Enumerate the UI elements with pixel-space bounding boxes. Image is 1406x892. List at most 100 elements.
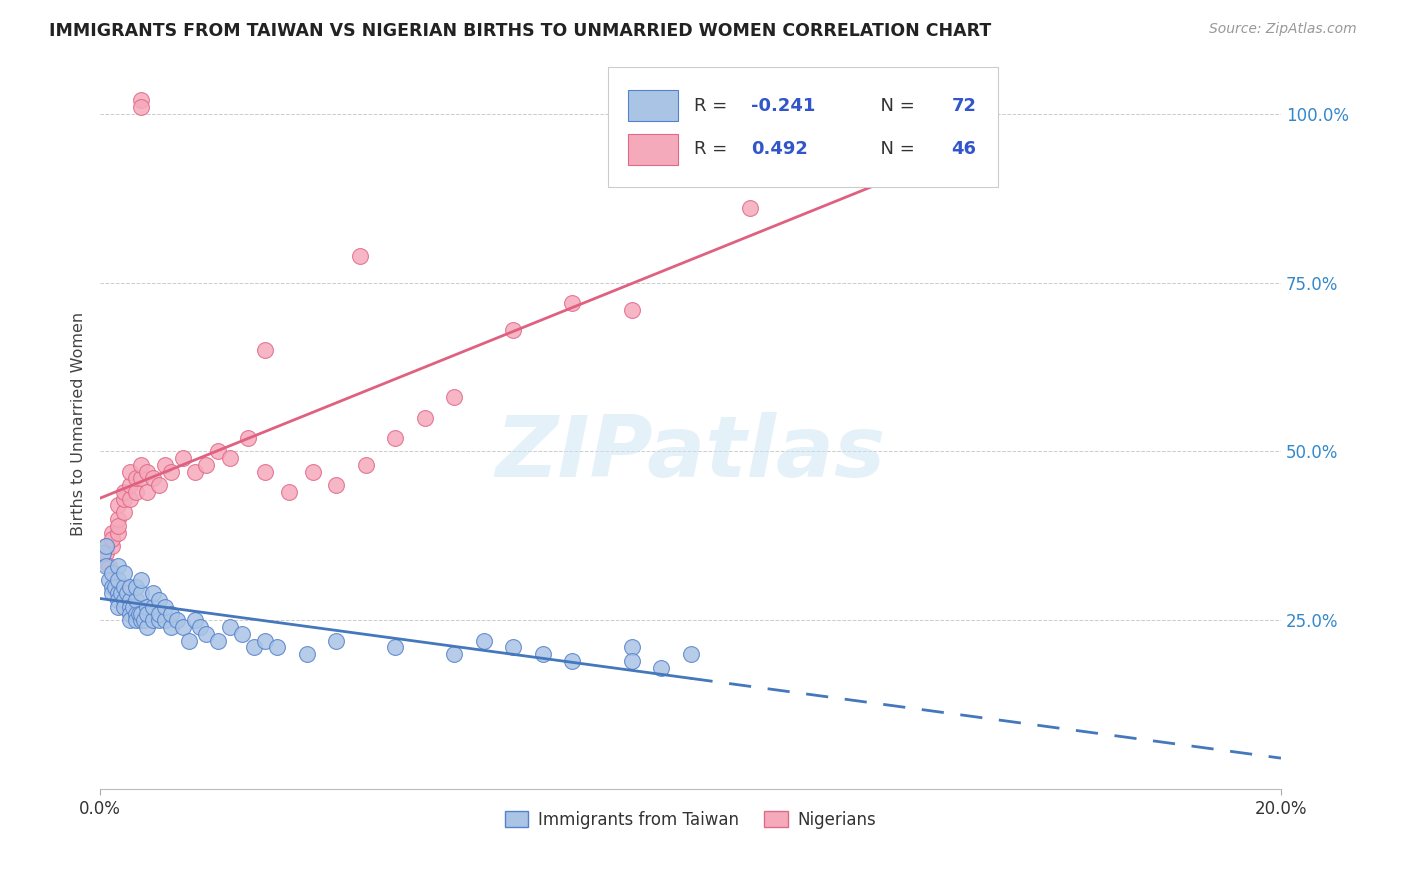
Point: [349, 248, 371, 262]
Point: [118, 478, 141, 492]
Point: [620, 302, 643, 317]
Point: [101, 533, 124, 547]
Point: [354, 458, 377, 472]
Point: [915, 106, 938, 120]
Point: [295, 647, 318, 661]
Point: [172, 620, 194, 634]
Point: [124, 607, 146, 621]
Point: [131, 586, 153, 600]
Point: [278, 485, 301, 500]
Point: [325, 478, 347, 492]
Point: [131, 458, 153, 472]
Point: [160, 607, 183, 621]
Point: [153, 599, 176, 614]
Point: [207, 444, 229, 458]
Point: [107, 599, 129, 614]
Point: [118, 580, 141, 594]
Text: -0.241: -0.241: [751, 96, 815, 114]
Point: [172, 451, 194, 466]
Point: [166, 613, 188, 627]
Bar: [628, 90, 678, 121]
Text: ZIPatlas: ZIPatlas: [495, 412, 886, 495]
Point: [195, 458, 218, 472]
Point: [219, 451, 242, 466]
Point: [101, 525, 124, 540]
Point: [148, 613, 170, 627]
Point: [94, 546, 117, 560]
Point: [131, 607, 153, 621]
Point: [254, 633, 277, 648]
Point: [124, 613, 146, 627]
Point: [101, 580, 124, 594]
Point: [121, 599, 143, 614]
Point: [153, 613, 176, 627]
Point: [148, 478, 170, 492]
Point: [160, 465, 183, 479]
Point: [142, 613, 165, 627]
Point: [118, 599, 141, 614]
Point: [738, 201, 761, 215]
Point: [207, 633, 229, 648]
Point: [118, 607, 141, 621]
Point: [98, 559, 121, 574]
Point: [107, 586, 129, 600]
Point: [131, 573, 153, 587]
Point: [131, 471, 153, 485]
Text: N =: N =: [869, 140, 921, 159]
FancyBboxPatch shape: [607, 67, 998, 187]
Point: [413, 410, 436, 425]
Point: [148, 593, 170, 607]
Point: [101, 539, 124, 553]
Point: [190, 620, 212, 634]
Point: [231, 627, 253, 641]
Point: [118, 593, 141, 607]
Point: [219, 620, 242, 634]
Point: [177, 633, 200, 648]
Point: [112, 566, 135, 580]
Point: [128, 607, 150, 621]
Point: [112, 485, 135, 500]
Point: [118, 491, 141, 506]
Point: [134, 613, 156, 627]
Point: [101, 586, 124, 600]
Point: [136, 599, 159, 614]
Point: [531, 647, 554, 661]
Point: [443, 647, 465, 661]
Point: [160, 620, 183, 634]
Point: [142, 599, 165, 614]
Legend: Immigrants from Taiwan, Nigerians: Immigrants from Taiwan, Nigerians: [498, 805, 883, 836]
Point: [502, 640, 524, 655]
Point: [101, 566, 124, 580]
Point: [107, 512, 129, 526]
Point: [110, 586, 132, 600]
Point: [112, 593, 135, 607]
Point: [112, 599, 135, 614]
Text: R =: R =: [695, 140, 733, 159]
Point: [94, 539, 117, 553]
Point: [124, 471, 146, 485]
Point: [472, 633, 495, 648]
Point: [91, 552, 114, 566]
Point: [254, 343, 277, 357]
Point: [561, 654, 583, 668]
Point: [153, 458, 176, 472]
Point: [112, 505, 135, 519]
Point: [124, 593, 146, 607]
Point: [142, 471, 165, 485]
Point: [107, 593, 129, 607]
Point: [118, 465, 141, 479]
Point: [620, 654, 643, 668]
Text: N =: N =: [869, 96, 921, 114]
Text: R =: R =: [695, 96, 733, 114]
Point: [107, 573, 129, 587]
Text: 46: 46: [952, 140, 977, 159]
Bar: [628, 134, 678, 165]
Point: [650, 660, 672, 674]
Point: [112, 491, 135, 506]
Point: [148, 607, 170, 621]
Point: [136, 607, 159, 621]
Point: [112, 580, 135, 594]
Text: Source: ZipAtlas.com: Source: ZipAtlas.com: [1209, 22, 1357, 37]
Point: [104, 580, 127, 594]
Point: [142, 586, 165, 600]
